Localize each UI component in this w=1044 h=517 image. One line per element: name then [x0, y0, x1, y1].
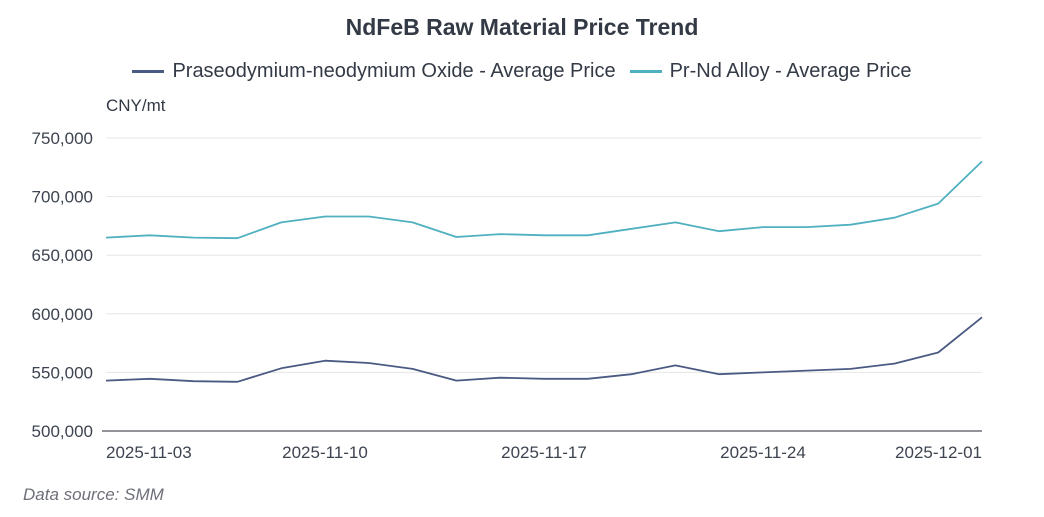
oxide-data-point[interactable]: [452, 377, 460, 385]
y-tick-label: 650,000: [32, 246, 93, 265]
alloy-data-point[interactable]: [190, 234, 198, 242]
series-lines: [102, 157, 986, 386]
legend: Praseodymium-neodymium Oxide - Average P…: [0, 60, 1044, 83]
y-tick-label: 700,000: [32, 188, 93, 207]
oxide-data-point[interactable]: [540, 375, 548, 383]
alloy-data-point[interactable]: [847, 221, 855, 229]
alloy-data-point[interactable]: [934, 200, 942, 208]
alloy-data-point[interactable]: [496, 230, 504, 238]
alloy-data-point[interactable]: [671, 218, 679, 226]
legend-item-alloy[interactable]: Pr-Nd Alloy - Average Price: [629, 60, 912, 83]
oxide-data-point[interactable]: [496, 374, 504, 382]
oxide-data-point[interactable]: [146, 375, 154, 383]
oxide-data-point[interactable]: [277, 364, 285, 372]
alloy-data-point[interactable]: [452, 233, 460, 241]
y-axis-unit-label: CNY/mt: [106, 96, 166, 115]
alloy-data-point[interactable]: [146, 231, 154, 239]
alloy-data-point[interactable]: [759, 223, 767, 231]
oxide-data-point[interactable]: [409, 365, 417, 373]
legend-swatch-alloy: [629, 70, 662, 73]
oxide-data-point[interactable]: [890, 360, 898, 368]
oxide-data-point[interactable]: [233, 378, 241, 386]
series-line-alloy[interactable]: [105, 160, 983, 240]
x-tick-label: 2025-11-03: [106, 443, 192, 462]
alloy-data-point[interactable]: [321, 213, 329, 221]
x-tick-label: 2025-11-17: [501, 443, 587, 462]
alloy-data-point[interactable]: [803, 223, 811, 231]
legend-swatch-oxide: [132, 70, 165, 73]
y-axis-ticks: 500,000 550,000 600,000 650,000 700,000 750,0…: [32, 129, 93, 441]
x-tick-label: 2025-11-24: [720, 443, 806, 462]
alloy-data-point[interactable]: [102, 234, 110, 242]
alloy-data-point[interactable]: [584, 231, 592, 239]
alloy-data-point[interactable]: [628, 225, 636, 233]
oxide-data-point[interactable]: [102, 377, 110, 385]
oxide-data-point[interactable]: [803, 367, 811, 375]
chart-title: NdFeB Raw Material Price Trend: [345, 14, 699, 40]
y-tick-label: 600,000: [32, 305, 93, 324]
alloy-data-point[interactable]: [890, 214, 898, 222]
oxide-data-point[interactable]: [934, 348, 942, 356]
alloy-data-point[interactable]: [540, 231, 548, 239]
oxide-data-point[interactable]: [759, 368, 767, 376]
oxide-data-point[interactable]: [190, 377, 198, 385]
oxide-data-point[interactable]: [847, 365, 855, 373]
legend-item-oxide[interactable]: Praseodymium-neodymium Oxide - Average P…: [132, 60, 616, 83]
legend-label-oxide: Praseodymium-neodymium Oxide - Average P…: [172, 60, 616, 82]
y-tick-label: 550,000: [32, 363, 93, 382]
alloy-data-point[interactable]: [365, 213, 373, 221]
data-source-note: Data source: SMM: [23, 485, 164, 504]
alloy-data-point[interactable]: [978, 157, 986, 165]
y-tick-label: 500,000: [32, 422, 93, 441]
x-axis-ticks: 2025-11-03 2025-11-10 2025-11-17 2025-11-24…: [106, 443, 982, 462]
oxide-data-point[interactable]: [628, 370, 636, 378]
alloy-data-point[interactable]: [233, 234, 241, 242]
alloy-data-point[interactable]: [277, 218, 285, 226]
x-tick-label: 2025-11-10: [282, 443, 368, 462]
gridlines: [106, 137, 982, 373]
series-line-oxide[interactable]: [105, 316, 983, 383]
oxide-data-point[interactable]: [978, 313, 986, 321]
legend-label-alloy: Pr-Nd Alloy - Average Price: [669, 60, 912, 82]
y-tick-label: 750,000: [32, 129, 93, 148]
oxide-data-point[interactable]: [321, 357, 329, 365]
x-tick-label: 2025-12-01: [895, 443, 982, 462]
oxide-data-point[interactable]: [671, 361, 679, 369]
alloy-data-point[interactable]: [409, 218, 417, 226]
alloy-data-point[interactable]: [715, 227, 723, 235]
oxide-data-point[interactable]: [365, 359, 373, 367]
oxide-data-point[interactable]: [584, 375, 592, 383]
oxide-data-point[interactable]: [715, 370, 723, 378]
